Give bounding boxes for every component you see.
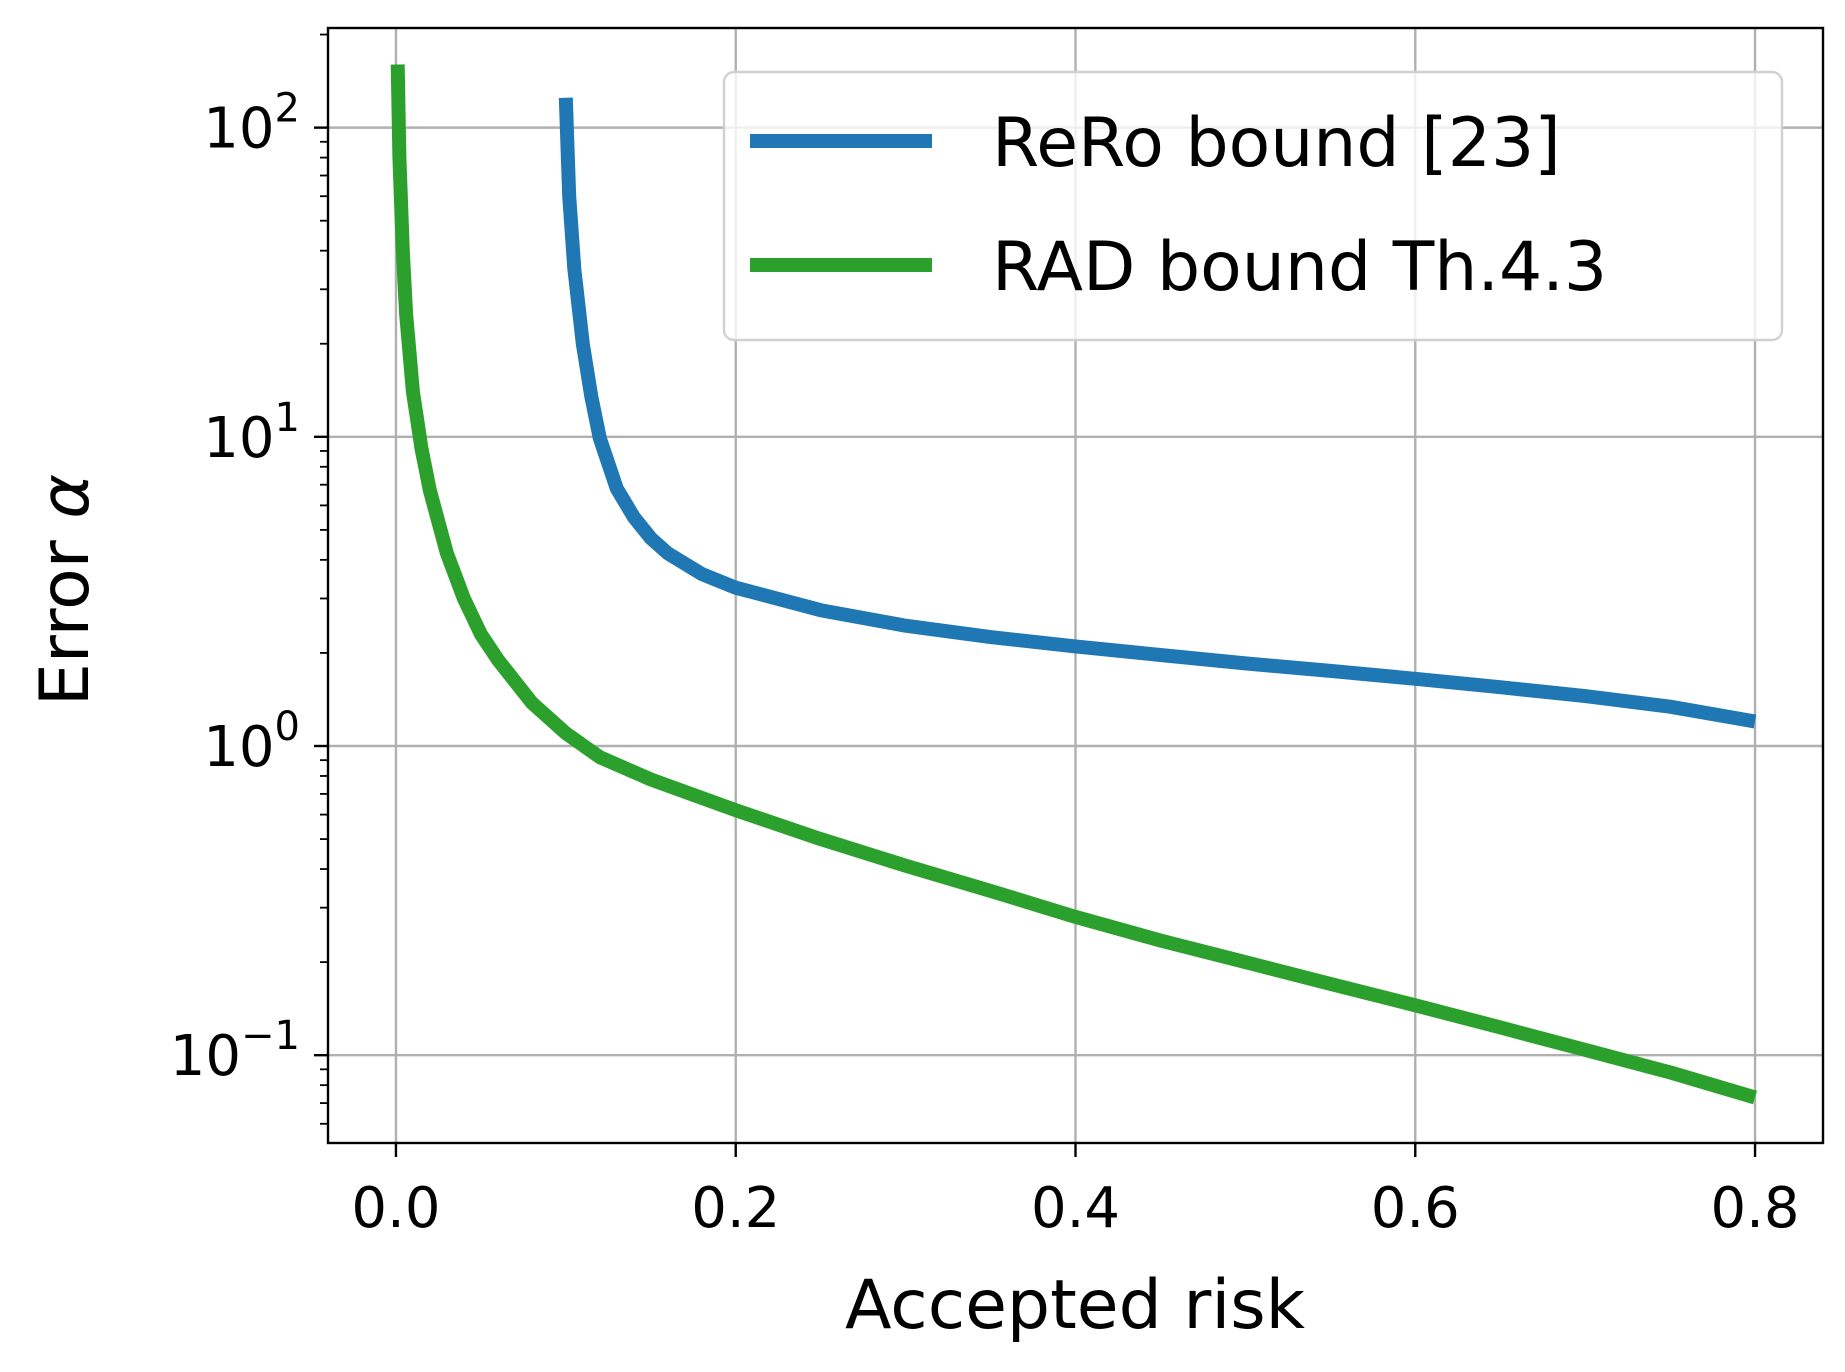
series-layer [390, 64, 1757, 1105]
y-axis-label-symbol: α [26, 474, 105, 519]
x-tick-label-3: 0.6 [1371, 1176, 1460, 1241]
y-tick-label-exp-0: −1 [241, 1013, 300, 1059]
y-axis-label: Error α [26, 474, 105, 706]
y-tick-label-base-0: 10 [170, 1024, 241, 1089]
y-tick-label-1: 100 [203, 704, 300, 780]
legend-label-0: ReRo bound [23] [992, 104, 1561, 183]
legend-box [722, 70, 1784, 342]
y-tick-label-base-2: 10 [203, 406, 274, 471]
x-tick-label-4: 0.8 [1711, 1176, 1800, 1241]
y-tick-label-exp-2: 1 [275, 395, 300, 441]
y-tick-label-0: 10−1 [170, 1013, 300, 1089]
y-tick-label-base-3: 10 [203, 97, 274, 162]
y-tick-label-exp-1: 0 [275, 704, 300, 750]
series-line-0 [558, 97, 1757, 729]
y-tick-label-base-1: 10 [203, 715, 274, 780]
x-tick-label-0: 0.0 [351, 1176, 440, 1241]
legend-label-1: RAD bound Th.4.3 [992, 228, 1607, 307]
x-tick-label-2: 0.4 [1031, 1176, 1120, 1241]
x-axis-label: Accepted risk [845, 1266, 1306, 1345]
x-tick-label-1: 0.2 [691, 1176, 780, 1241]
series-line-1 [390, 64, 1757, 1105]
y-tick-label-2: 101 [203, 395, 300, 471]
y-tick-label-exp-3: 2 [275, 86, 300, 132]
y-tick-label-3: 102 [203, 86, 300, 162]
y-axis-label-text: Error [26, 519, 105, 706]
legend: ReRo bound [23] RAD bound Th.4.3 [722, 70, 1784, 342]
